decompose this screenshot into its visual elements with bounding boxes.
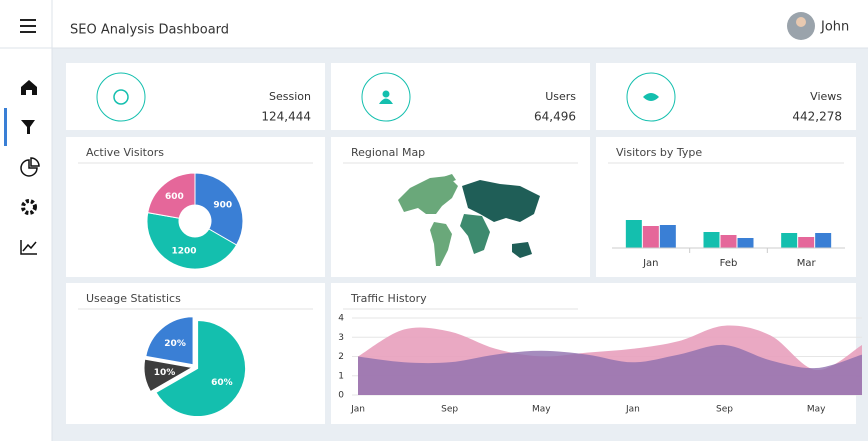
slice (147, 172, 196, 219)
page-title: SEO Analysis Dashboard (70, 23, 229, 38)
x-tick-label: Mar (797, 258, 817, 269)
user-name[interactable]: John (820, 20, 849, 35)
avatar-face (796, 17, 806, 27)
x-tick-label: May (807, 405, 826, 415)
active-indicator (4, 108, 7, 146)
panel-title: Useage Statistics (86, 292, 181, 305)
panel-title: Active Visitors (86, 146, 164, 159)
settings-icon[interactable] (21, 199, 37, 215)
slice-label: 20% (164, 339, 186, 349)
y-tick-label: 2 (338, 352, 344, 362)
x-tick-label: Jan (625, 405, 640, 415)
kpi-icon-ring (626, 72, 676, 122)
slice-label: 1200 (172, 247, 197, 257)
slice-label: 60% (211, 378, 233, 388)
panel-title: Traffic History (350, 292, 427, 305)
menu-button[interactable] (20, 19, 36, 33)
home-icon[interactable] (21, 80, 37, 95)
kpi-value: 124,444 (261, 110, 311, 124)
user-icon (379, 98, 393, 104)
kpi-label: Users (545, 90, 576, 103)
bar (720, 235, 737, 248)
x-tick-label: Sep (716, 405, 733, 415)
kpi-label: Views (810, 90, 842, 103)
slice-label: 900 (213, 201, 232, 211)
y-tick-label: 1 (338, 371, 344, 381)
bar (642, 226, 659, 248)
slice (143, 358, 194, 393)
slice (145, 316, 194, 366)
kpi-label: Session (269, 90, 311, 103)
bar (781, 233, 798, 248)
eye-icon (643, 93, 659, 101)
panel-title: Visitors by Type (616, 146, 702, 159)
y-tick-label: 0 (338, 391, 344, 401)
panel (596, 137, 856, 277)
trend-icon[interactable] (20, 240, 37, 255)
x-tick-label: Feb (720, 258, 738, 269)
clock-icon (113, 89, 129, 105)
bar (703, 232, 720, 248)
kpi-icon-ring (96, 72, 146, 122)
bar (798, 237, 815, 248)
user-icon-head (382, 90, 390, 98)
kpi-value: 64,496 (534, 110, 576, 124)
filter-icon[interactable] (21, 120, 35, 134)
kpi-panel (331, 63, 590, 130)
slice (146, 212, 238, 270)
x-tick-label: May (532, 405, 551, 415)
y-tick-label: 4 (338, 314, 344, 324)
world-map (398, 174, 540, 266)
area (358, 344, 862, 395)
x-tick-label: Sep (441, 405, 458, 415)
kpi-icon-ring (361, 72, 411, 122)
slice-label: 600 (165, 192, 184, 202)
kpi-panel (66, 63, 325, 130)
panel (331, 137, 590, 277)
x-tick-label: Jan (350, 405, 365, 415)
kpi-panel (596, 63, 856, 130)
y-tick-label: 3 (338, 333, 344, 343)
slice-label: 10% (154, 368, 176, 378)
slice (194, 172, 244, 246)
bar (737, 238, 754, 248)
slice (155, 319, 247, 417)
x-tick-label: Jan (642, 258, 658, 269)
bar (815, 233, 832, 248)
panel-title: Regional Map (351, 146, 425, 159)
kpi-value: 442,278 (792, 110, 842, 124)
chart-icon[interactable] (20, 157, 40, 177)
bar (625, 220, 642, 248)
bar (659, 225, 676, 248)
